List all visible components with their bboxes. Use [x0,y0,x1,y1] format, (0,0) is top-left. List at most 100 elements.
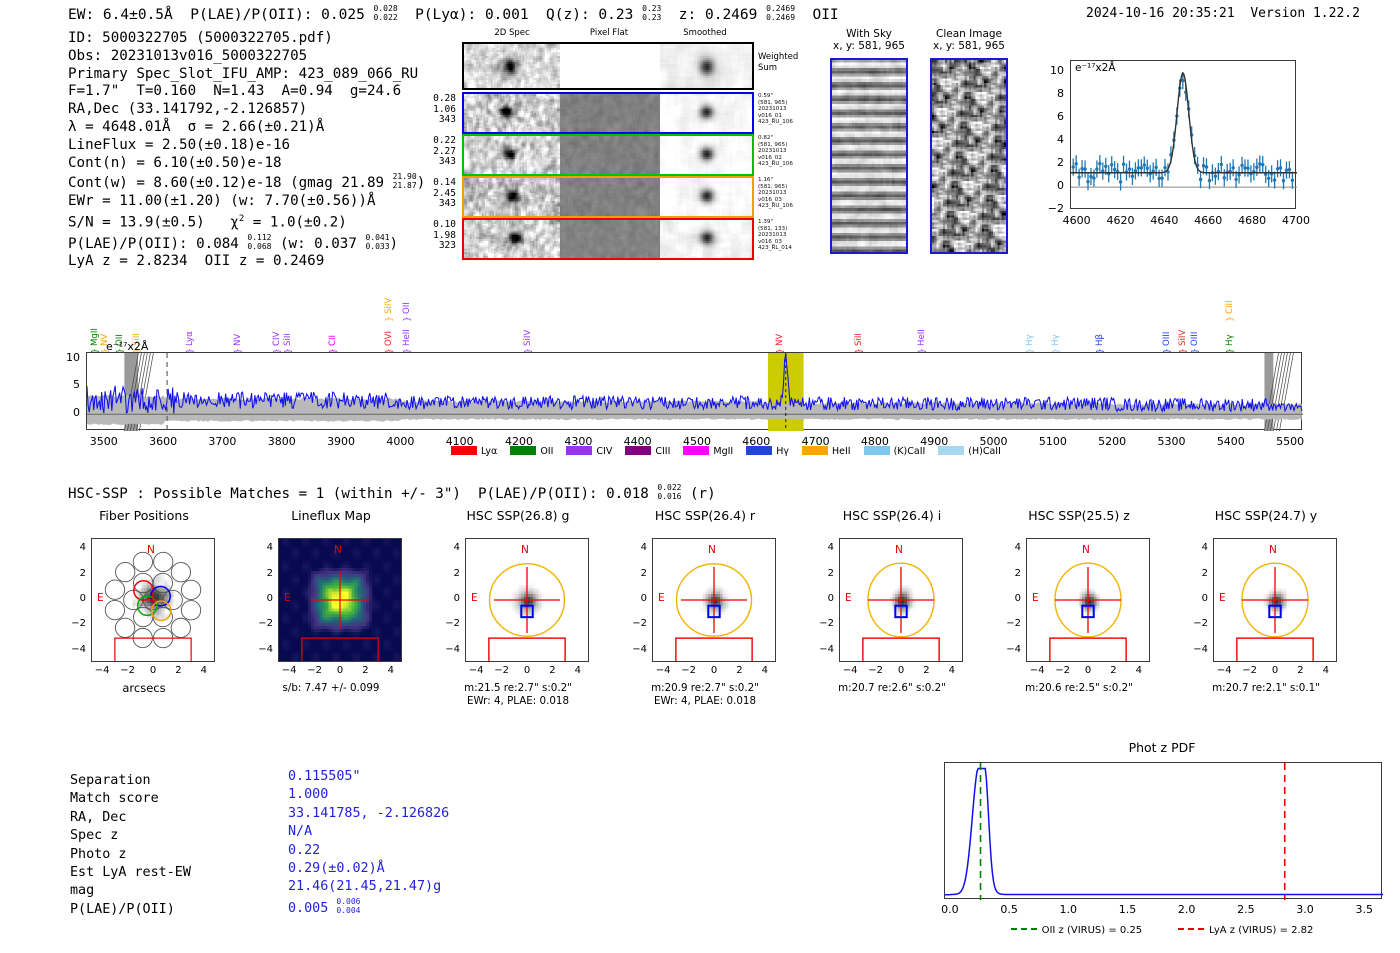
cutout-xtick-2-3: 2 [549,665,556,676]
cutout-xtick-6-4: 4 [1322,665,1330,676]
spectrum-xtick-5500: 5500 [1276,435,1305,448]
legend-item-Lyα: Lyα [451,446,497,457]
full-spectrum-plot [86,352,1303,431]
cutout-xtick-4-1: −2 [868,665,883,676]
cutout-panel-6: HSC SSP(24.7) y N E −4 −4 −2 −2 0 0 2 2 4 4 m:20.7 re… [1179,508,1353,723]
match-value-5: 0.29(±0.02)Å [288,861,385,877]
cutout-ytick-4-4: 4 [827,542,834,554]
cutout-ytick-5-0: −4 [1006,643,1021,655]
spectrum-xtick-4900: 4900 [920,435,949,448]
spectrum-line-label-NV-5: NV [233,333,244,346]
spectrum-line-label-CIV-6: CIV [272,331,282,346]
cutout-compass-e-3: E [658,592,665,604]
photz-xtick-2.5: 2.5 [1237,903,1255,916]
spectrum-line-label-CII-8: CII [327,334,338,346]
legend-swatch-5 [746,446,773,455]
photz-xtick-3.5: 3.5 [1355,903,1373,916]
photz-legend-item-1: LyA z (VIRUS) = 2.82 [1178,925,1313,936]
cutout-panel-2: HSC SSP(26.8) g N E −4 −4 −2 −2 0 0 2 2 4 4 m:21.5 re… [431,508,605,723]
spectrum-line-label-HeII-16: HeII [917,329,928,346]
cutout-xtick-5-4: 4 [1135,665,1143,676]
spec2d-col-title-1: Pixel Flat [589,28,629,38]
zoom-xtick-4640: 4640 [1150,214,1179,227]
legend-item-CIII: CIII [625,446,670,457]
info-line-4: RA,Dec (33.141792,-2.126857) [68,101,308,118]
sky-panel-coords-0: x, y: 581, 965 [833,40,905,52]
emission-line-zoom-plot: e⁻¹⁷x2Å −2 0 2 4 6 8 10 4600 4620 4640 4660 4680 4700 [1034,50,1310,235]
cutout-xtick-5-0: −4 [1029,665,1045,676]
cutout-xtick-5-2: 0 [1084,665,1092,676]
info-line-5: λ = 4648.01Å σ = 2.66(±0.21)Å [68,118,325,135]
cutout-xtick-2-0: −4 [468,665,484,676]
cutout-title-4: HSC SSP(26.4) i [842,508,942,523]
cutout-ytick-2-0: −4 [445,643,460,655]
cutout-caption1-5: m:20.6 re:2.5" s:0.2" [1025,682,1133,694]
photz-legend-label-1: LyA z (VIRUS) = 2.82 [1209,925,1314,936]
legend-label-4: MgII [713,446,734,457]
cutout-ytick-6-0: −4 [1193,643,1208,655]
cutout-xtick-1-1: −2 [307,665,322,676]
cutout-panel-4: HSC SSP(26.4) i N E −4 −4 −2 −2 0 0 2 2 4 4 m:20.7 re… [805,508,979,723]
zoom-xtick-4620: 4620 [1106,214,1135,227]
cutout-panel-0: Fiber Positions N E −4 −4 −2 −2 0 0 2 2 4 4 arcsecs [57,508,231,723]
spectrum-xtick-4700: 4700 [801,435,830,448]
fiber-row-meta-3: 1.39" (581, 133) 20231013 v016_03 423_RL_014 [758,219,792,252]
sky-panel-image-1 [930,58,1008,254]
fiber-row-2dspec-0 [464,94,560,132]
spectrum-line-label-Hγ-18: Hγ [1050,334,1061,346]
match-table-values: 0.115505" 1.000 33.141785, -2.126826 N/A 0.2… [288,768,449,918]
weighted-sum-2dspec [464,44,560,88]
cutout-xtick-0-2: 0 [149,665,157,676]
zoom-ytick-6: 6 [1057,110,1064,124]
spectrum-line-label-SiII-15: SiII [853,333,864,346]
zoom-xtick-4700: 4700 [1282,214,1310,227]
cutout-image-3 [652,538,776,662]
spectrum-xtick-4400: 4400 [623,435,652,448]
cutout-caption1-6: m:20.7 re:2.1" s:0.1" [1212,682,1320,694]
info-line-ewr: EWr = 11.00(±1.20) (w: 7.70(±0.56))Å [68,193,376,210]
cutout-caption2-2: EWr: 4, PLAE: 0.018 [466,695,570,707]
fiber-row-2dspec-2 [464,178,560,216]
spectrum-xtick-5100: 5100 [1038,435,1067,448]
legend-item-Hγ: Hγ [746,446,789,457]
sky-panel-title-1: Clean Image x, y: 581, 965 [920,28,1018,52]
cutout-compass-e-2: E [471,592,478,604]
spectrum-line-label-Hγ-17: Hγ [1025,334,1036,346]
cutout-ytick-3-4: 4 [640,542,647,554]
spectrum-line-label-SiIV-11: SiIV [383,297,394,314]
legend-swatch-1 [510,446,537,455]
match-value-4: 0.22 [288,842,321,858]
photz-xtick-3.0: 3.0 [1296,903,1314,916]
cutout-compass-e-5: E [1032,592,1039,604]
cutout-image-0 [91,538,215,662]
cutout-xtick-1-4: 4 [387,665,395,676]
cutout-title-2: HSC SSP(26.8) g [466,508,570,523]
legend-label-5: Hγ [776,446,789,457]
cutout-xtick-0-3: 2 [175,665,182,676]
fiber-row-1 [462,134,754,176]
cutout-xtick-1-0: −4 [281,665,297,676]
cutout-row: Fiber Positions N E −4 −4 −2 −2 0 0 2 2 4 4 arcsecs Li… [0,508,1400,723]
spectrum-xtick-5200: 5200 [1098,435,1127,448]
hsc-ssp-header: HSC-SSP : Possible Matches = 1 (within +… [68,483,716,502]
cutout-xtick-3-4: 4 [761,665,769,676]
cutout-caption1-2: m:21.5 re:2.7" s:0.2" [464,682,572,694]
fiber-row-meta-1: 0.82" (581, 965) 20231013 v016_02 423_RU_106 [758,135,793,168]
legend-label-6: HeII [832,446,851,457]
legend-swatch-8 [938,446,965,455]
cutout-image-2 [465,538,589,662]
cutout-xtick-2-4: 4 [574,665,582,676]
cutout-ytick-3-2: 0 [640,593,647,604]
match-label-2: RA, Dec [70,809,127,825]
fiber-row-smoothed-2 [660,178,752,216]
match-value-3: N/A [288,824,313,840]
cutout-panel-1: Lineflux Map N E −4 −4 −2 −2 0 0 2 2 4 4 s/b: 7.47 +/… [244,508,418,723]
cutout-ytick-4-1: −2 [819,618,834,630]
cutout-ytick-6-2: 0 [1201,593,1208,604]
legend-swatch-7 [863,446,890,455]
photz-frame [944,762,1383,900]
cutout-title-5: HSC SSP(25.5) z [1028,508,1130,523]
sky-clean-panels: With Sky x, y: 581, 965 Clean Image x, y: 5… [820,28,1020,258]
cutout-ytick-2-3: 2 [453,567,460,579]
summary-header: EW: 6.4±0.5Å P(LAE)/P(OII): 0.025 0.028 0… [68,4,839,23]
